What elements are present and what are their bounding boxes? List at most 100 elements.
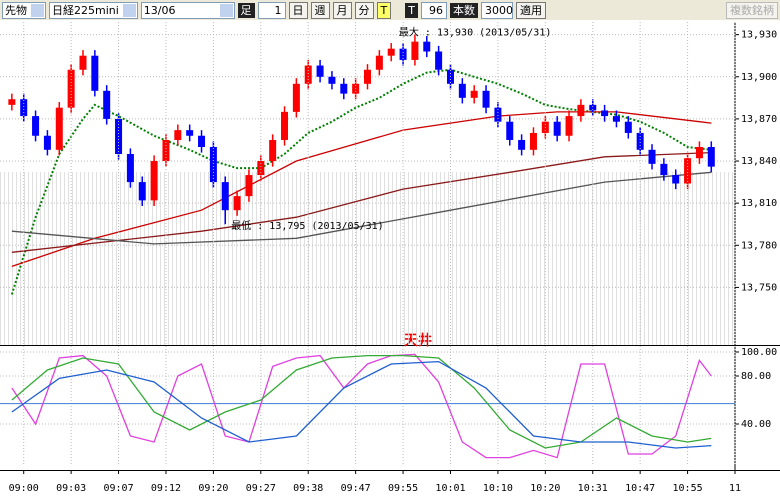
candle-body xyxy=(636,132,644,150)
candle-body xyxy=(470,90,478,98)
candle-body xyxy=(186,130,194,136)
candle-body xyxy=(316,65,324,77)
y-tick-label: 13,900 xyxy=(741,72,777,83)
series-line xyxy=(11,354,712,449)
candle-body xyxy=(150,161,158,201)
y-tick-label: 13,750 xyxy=(741,282,777,293)
candle-body xyxy=(91,55,99,91)
x-tick-label: 10:31 xyxy=(578,483,608,494)
period-button[interactable]: 分 xyxy=(354,1,374,19)
candle-body xyxy=(328,76,336,84)
candle-body xyxy=(577,104,585,117)
x-tick-label: 11 xyxy=(729,483,741,494)
candle-body xyxy=(375,55,383,70)
candle-body xyxy=(518,139,526,150)
candle-body xyxy=(648,149,656,164)
candle-body xyxy=(482,90,490,108)
x-tick-label: 10:01 xyxy=(435,483,465,494)
y-tick-label: 80.00 xyxy=(741,371,771,382)
candle-body xyxy=(672,175,680,184)
candle-body xyxy=(494,107,502,122)
y-tick-label: 13,810 xyxy=(741,198,777,209)
candle-body xyxy=(174,130,182,140)
candle-body xyxy=(257,161,265,176)
background-hatch xyxy=(0,172,735,345)
x-tick-label: 10:10 xyxy=(483,483,513,494)
candle-body xyxy=(8,99,16,105)
market-select[interactable]: 先物 xyxy=(2,1,46,19)
period-button[interactable]: 月 xyxy=(332,1,352,19)
candle-body xyxy=(529,132,537,150)
period-button[interactable]: T xyxy=(376,1,392,19)
candle-body xyxy=(126,154,134,183)
symbol-select[interactable]: 日経225mini xyxy=(49,1,138,19)
candle-body xyxy=(281,111,289,140)
candle-body xyxy=(589,104,597,111)
multi-button[interactable]: 複数銘柄 xyxy=(726,1,778,19)
candle-body xyxy=(304,65,312,84)
x-tick-label: 10:55 xyxy=(673,483,703,494)
candle-body xyxy=(55,107,63,150)
apply-button[interactable]: 適用 xyxy=(515,1,546,19)
toolbar: 先物 日経225mini 13/06 足 1 日 週 月 分 T T 96 本数… xyxy=(0,0,780,20)
x-tick-label: 09:07 xyxy=(103,483,133,494)
candle-body xyxy=(553,121,561,136)
tick-label: T xyxy=(405,2,418,18)
candle-body xyxy=(506,121,514,140)
bar-size-input[interactable]: 1 xyxy=(257,1,286,19)
y-tick-label: 13,930 xyxy=(741,30,777,41)
y-tick-label: 13,870 xyxy=(741,114,777,125)
max-annotation: 最大 : 13,930 (2013/05/31) xyxy=(399,26,551,39)
candle-body xyxy=(660,163,668,176)
contract-select[interactable]: 13/06 xyxy=(140,1,235,19)
x-tick-label: 09:55 xyxy=(388,483,418,494)
candle-body xyxy=(458,83,466,98)
x-tick-label: 09:00 xyxy=(9,483,39,494)
candle-body xyxy=(411,41,419,60)
series-line xyxy=(11,360,712,449)
y-tick-label: 40.00 xyxy=(741,419,771,430)
candle-body xyxy=(423,41,431,52)
min-annotation: 最低 : 13,795 (2013/05/31) xyxy=(231,219,383,232)
candle-body xyxy=(387,48,395,56)
candle-body xyxy=(340,83,348,94)
candle-body xyxy=(399,48,407,60)
candle-body xyxy=(245,175,253,197)
candle-body xyxy=(138,182,146,201)
candle-body xyxy=(79,55,87,70)
series-line xyxy=(11,151,712,253)
candle-body xyxy=(103,90,111,119)
count-input[interactable]: 3000 xyxy=(480,1,513,19)
bar-label: 足 xyxy=(237,2,255,18)
x-tick-label: 09:03 xyxy=(56,483,86,494)
series-line xyxy=(11,353,712,459)
candle-body xyxy=(624,121,632,133)
count-label: 本数 xyxy=(449,2,478,18)
x-tick-label: 09:38 xyxy=(293,483,323,494)
candle-body xyxy=(32,116,40,136)
tick-input[interactable]: 96 xyxy=(420,1,447,19)
x-tick-label: 10:47 xyxy=(625,483,655,494)
candle-body xyxy=(612,116,620,122)
candle-body xyxy=(684,158,692,184)
candle-body xyxy=(209,146,217,183)
candle-body xyxy=(707,146,715,167)
period-button[interactable]: 日 xyxy=(288,1,308,19)
candle-body xyxy=(435,51,443,70)
candle-body xyxy=(269,139,277,162)
y-tick-label: 13,780 xyxy=(741,240,777,251)
series-line xyxy=(11,171,712,245)
candle-body xyxy=(695,146,703,159)
period-button[interactable]: 週 xyxy=(310,1,330,19)
candle-body xyxy=(292,83,300,112)
indicator-panel xyxy=(0,346,735,466)
candle-body xyxy=(233,196,241,211)
x-tick-label: 09:27 xyxy=(246,483,276,494)
x-tick-label: 10:20 xyxy=(530,483,560,494)
series-line xyxy=(11,111,712,268)
y-tick-label: 13,840 xyxy=(741,156,777,167)
candle-body xyxy=(221,182,229,211)
x-tick-label: 09:20 xyxy=(198,483,228,494)
candle-body xyxy=(20,99,28,117)
